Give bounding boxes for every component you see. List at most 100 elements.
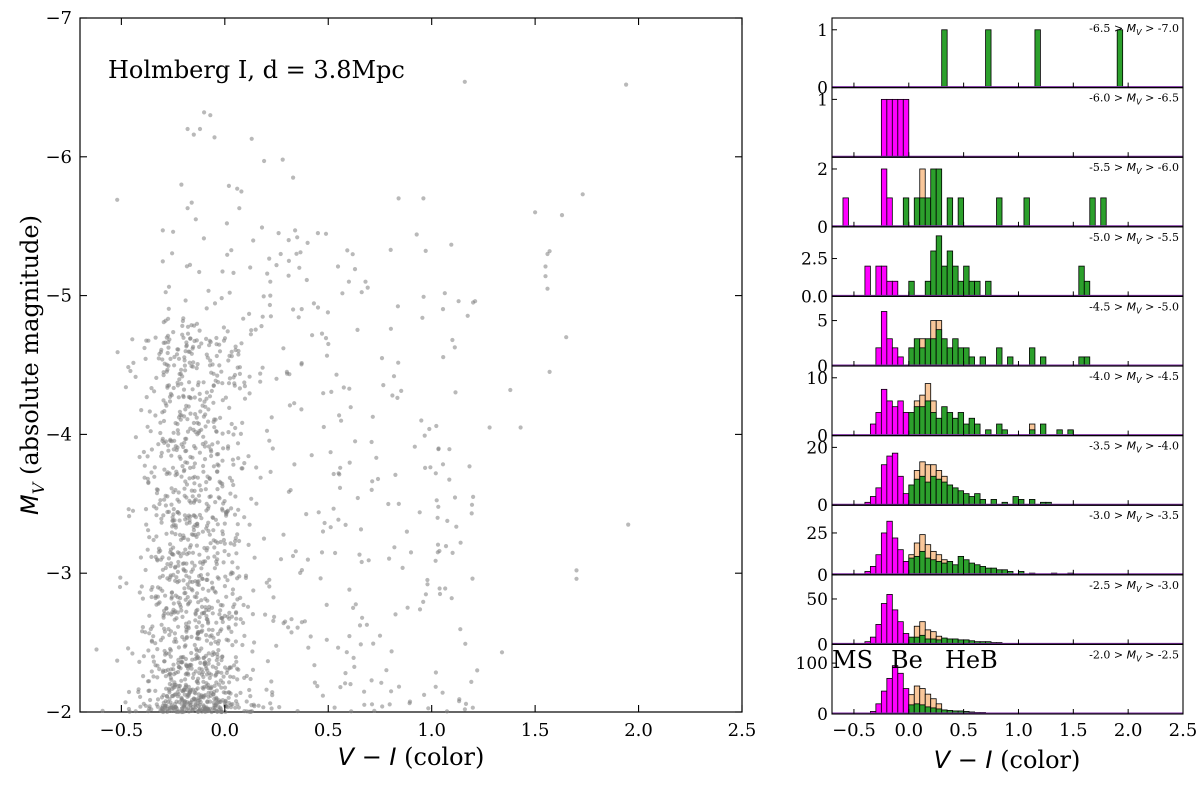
data-point — [270, 690, 275, 695]
data-point — [220, 398, 225, 403]
data-point — [247, 522, 252, 527]
data-point — [180, 464, 185, 469]
heb-bar — [974, 493, 981, 506]
data-point — [153, 641, 158, 646]
data-point — [158, 430, 163, 436]
data-point — [229, 506, 234, 511]
data-point — [162, 659, 167, 664]
data-point — [200, 670, 205, 675]
data-point — [199, 709, 204, 714]
ms-bar — [897, 98, 904, 158]
data-point — [193, 579, 198, 584]
data-point — [161, 418, 167, 424]
data-point — [353, 439, 358, 444]
data-point — [200, 623, 205, 628]
data-point — [391, 374, 397, 379]
data-point — [185, 515, 190, 520]
data-point — [165, 494, 170, 499]
heb-bar — [908, 557, 915, 576]
data-point — [227, 700, 232, 706]
data-point — [183, 590, 188, 596]
data-point — [163, 565, 168, 571]
data-point — [167, 688, 172, 693]
data-point — [443, 544, 449, 549]
data-point — [131, 360, 136, 365]
data-point — [147, 535, 152, 540]
data-point — [423, 465, 428, 470]
data-point — [370, 414, 375, 419]
data-point — [456, 299, 461, 304]
data-point — [223, 574, 228, 579]
data-point — [219, 296, 224, 301]
data-point — [189, 488, 194, 493]
ms-bar — [886, 338, 893, 367]
data-point — [372, 708, 377, 713]
hist-panel: 1 -6.0 > MV > -6.5 — [817, 87, 1184, 158]
data-point — [166, 383, 172, 388]
data-point — [187, 620, 192, 625]
data-point — [218, 539, 223, 545]
hist-x-tick-label: 1.0 — [1004, 720, 1033, 741]
data-point — [237, 371, 242, 376]
data-point — [324, 637, 329, 642]
data-point — [222, 549, 227, 554]
data-point — [133, 374, 138, 379]
data-point — [221, 674, 226, 679]
data-point — [421, 599, 426, 605]
data-point — [229, 349, 234, 354]
heb-bar — [924, 197, 932, 228]
data-point — [452, 495, 458, 500]
data-point — [196, 620, 202, 625]
data-point — [188, 465, 193, 470]
data-point — [123, 700, 128, 705]
data-point — [299, 568, 304, 573]
data-point — [167, 394, 173, 399]
data-point — [333, 550, 338, 556]
data-point — [256, 703, 261, 708]
data-point — [184, 403, 189, 408]
data-point — [222, 521, 227, 526]
data-point — [166, 556, 171, 561]
data-point — [199, 604, 205, 610]
data-point — [166, 345, 171, 350]
data-point — [192, 461, 197, 466]
data-point — [206, 651, 211, 656]
data-point — [217, 363, 222, 368]
data-point — [192, 481, 197, 486]
data-point — [144, 522, 149, 527]
data-point — [220, 619, 225, 625]
x-tick-label: 2.0 — [624, 720, 653, 741]
data-point — [339, 418, 344, 423]
data-point — [210, 362, 215, 367]
data-point — [234, 659, 239, 664]
data-point — [228, 705, 234, 710]
hist-x-tick-label: 1.5 — [1059, 720, 1088, 741]
data-point — [338, 685, 343, 690]
data-point — [274, 643, 279, 648]
data-point — [212, 301, 218, 306]
data-point — [179, 696, 184, 702]
data-point — [192, 444, 197, 449]
data-point — [167, 681, 172, 687]
hist-y-tick-label: 2 — [817, 160, 828, 180]
data-point — [387, 556, 392, 561]
data-point — [223, 703, 228, 709]
data-point — [343, 681, 348, 686]
data-point — [173, 565, 178, 570]
data-point — [206, 627, 211, 632]
data-point — [242, 633, 247, 639]
heb-bar — [919, 550, 926, 576]
data-point — [469, 679, 474, 685]
data-point — [400, 565, 405, 571]
data-point — [225, 329, 230, 334]
scatter-y-label: MV (absolute magnitude) — [16, 215, 48, 515]
ms-bar — [842, 197, 849, 228]
data-point — [195, 591, 200, 596]
data-point — [187, 360, 192, 365]
ms-bar — [886, 520, 893, 576]
data-point — [331, 471, 336, 477]
data-point — [226, 381, 232, 386]
data-point — [186, 349, 191, 354]
hist-panel-label: -4.0 > MV > -4.5 — [1089, 370, 1179, 385]
data-point — [252, 555, 257, 560]
